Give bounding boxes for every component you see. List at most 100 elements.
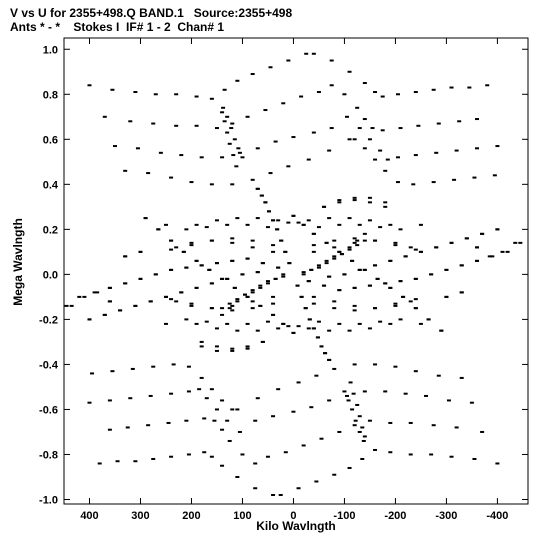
uv-point	[296, 381, 301, 384]
uv-point	[235, 475, 240, 478]
uv-point	[123, 169, 128, 172]
uv-point	[130, 367, 135, 370]
plot-frame	[63, 37, 529, 505]
uv-point	[295, 284, 300, 287]
uv-point	[197, 388, 202, 391]
uv-point	[436, 374, 441, 377]
uv-point	[250, 246, 255, 249]
uv-point	[286, 165, 291, 168]
uv-point	[283, 250, 288, 253]
uv-point	[357, 322, 362, 325]
uv-point	[194, 124, 199, 127]
uv-point	[179, 154, 184, 157]
uv-point	[255, 187, 260, 190]
uv-point	[286, 221, 291, 224]
uv-point	[370, 127, 375, 130]
uv-point	[184, 318, 189, 321]
x-tick-label: -100	[333, 510, 355, 522]
uv-point	[209, 239, 214, 242]
uv-point	[174, 300, 179, 303]
uv-point	[495, 462, 500, 465]
uv-point	[299, 295, 304, 298]
uv-point	[449, 241, 454, 244]
uv-point	[327, 358, 332, 361]
uv-point	[138, 250, 143, 253]
uv-point	[296, 325, 301, 328]
uv-point	[64, 304, 69, 307]
uv-point	[490, 255, 495, 258]
uv-point	[250, 73, 255, 76]
uv-point	[245, 322, 250, 325]
y-tick-label: 0.4	[43, 179, 59, 191]
uv-point	[306, 219, 311, 222]
uv-point	[227, 302, 232, 305]
uv-point	[225, 322, 230, 325]
uv-point	[148, 394, 153, 397]
uv-point	[291, 136, 296, 139]
uv-point	[337, 322, 342, 325]
uv-point	[475, 118, 480, 121]
uv-point	[255, 329, 260, 332]
uv-point	[110, 88, 115, 91]
uv-point	[500, 250, 505, 253]
uv-point	[230, 347, 235, 350]
uv-point	[449, 455, 454, 458]
y-tick-label: -1.0	[39, 494, 58, 506]
uv-point	[398, 127, 403, 130]
x-tick-label: 400	[80, 510, 98, 522]
uv-point	[347, 329, 352, 332]
uv-point	[212, 419, 217, 422]
uv-point	[424, 394, 429, 397]
uv-point	[227, 142, 232, 145]
uv-point	[90, 372, 95, 375]
uv-point	[69, 304, 74, 307]
uv-point	[271, 295, 276, 298]
uv-point	[220, 111, 225, 114]
uv-point	[171, 363, 176, 366]
uv-point	[151, 457, 156, 460]
uv-point	[413, 298, 418, 301]
uv-point	[271, 302, 276, 305]
uv-point	[373, 363, 378, 366]
uv-point	[209, 455, 214, 458]
uv-point	[214, 262, 219, 265]
uv-point	[263, 201, 268, 204]
uv-point	[151, 122, 156, 125]
chart-subtitle: Ants * - * Stokes I IF# 1 - 2 Chan# 1	[10, 20, 225, 34]
uv-point	[487, 255, 492, 258]
uv-point	[311, 52, 316, 55]
uv-point	[332, 307, 337, 310]
uv-point	[230, 349, 235, 352]
uv-point	[485, 84, 490, 87]
uv-point	[235, 408, 240, 411]
uv-point	[393, 304, 398, 307]
uv-point	[236, 147, 241, 150]
uv-point	[362, 435, 367, 438]
uv-point	[360, 426, 365, 429]
uv-point	[250, 178, 255, 181]
uv-point	[281, 322, 286, 325]
uv-point	[107, 286, 112, 289]
uv-point	[311, 327, 316, 330]
uv-point	[324, 241, 329, 244]
uv-point	[240, 156, 245, 159]
uv-point	[434, 246, 439, 249]
uv-point	[357, 415, 362, 418]
y-tick-label: -0.2	[39, 314, 58, 326]
uv-point	[220, 399, 225, 402]
uv-point	[337, 223, 342, 226]
uv-point	[258, 284, 263, 287]
uv-point	[352, 196, 357, 199]
uv-point	[408, 246, 413, 249]
uv-point	[230, 122, 235, 125]
uv-point	[163, 322, 168, 325]
uv-point	[174, 93, 179, 96]
uv-point	[388, 322, 393, 325]
uv-point	[82, 295, 87, 298]
uv-point	[357, 430, 362, 433]
uv-point	[169, 298, 174, 301]
uv-point	[316, 320, 321, 323]
uv-point	[260, 262, 265, 265]
uv-point	[194, 259, 199, 262]
uv-point	[220, 156, 225, 159]
